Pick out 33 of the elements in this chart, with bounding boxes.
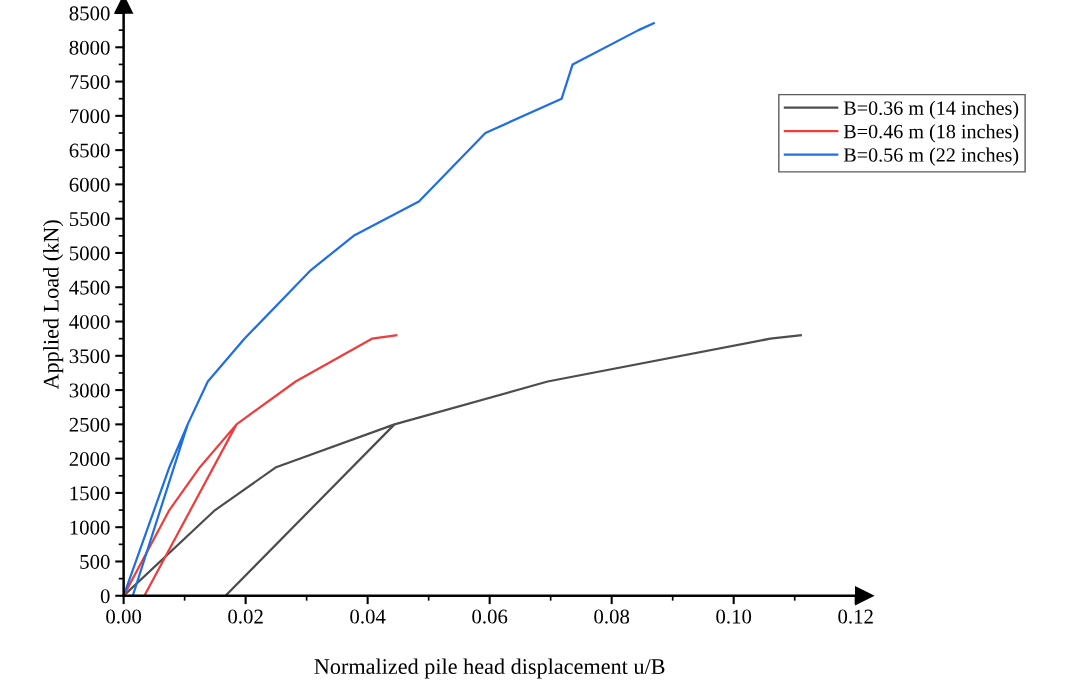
- line-series: [123, 22, 655, 596]
- x-tick-label: 0.08: [594, 609, 630, 624]
- y-tick-label: 7000: [70, 109, 110, 124]
- y-tick-label: 1500: [70, 486, 110, 501]
- y-tick-label: 8500: [69, 6, 110, 21]
- y-tick-label: 8000: [69, 40, 110, 55]
- x-tick-label: 0.00: [106, 609, 142, 624]
- y-tick-label: 2000: [69, 452, 110, 467]
- y-tick-label: 6500: [69, 143, 110, 158]
- y-tick-label: 3000: [69, 383, 110, 398]
- y-tick-label: 4000: [69, 314, 110, 329]
- x-tick-label: 0.12: [838, 609, 873, 624]
- y-tick-label: 5000: [69, 246, 110, 261]
- x-tick-label: 0.10: [716, 609, 752, 624]
- y-axis-title: Applied Load (kN): [43, 220, 64, 390]
- y-tick-label: 2500: [69, 417, 110, 432]
- y-tick-label: 7500: [70, 74, 110, 89]
- x-tick-label: 0.02: [228, 609, 263, 624]
- y-tick-label: 3500: [69, 349, 110, 364]
- y-tick-label: 500: [80, 554, 110, 569]
- legend-label: B=0.46 m (18 inches): [843, 124, 1019, 143]
- y-tick-label: 0: [100, 589, 110, 604]
- legend-label: B=0.36 m (14 inches): [843, 100, 1019, 120]
- x-axis-title: Normalized pile head displacement u/B: [314, 658, 665, 679]
- line-series: [123, 334, 802, 596]
- y-tick-label: 1000: [70, 520, 110, 535]
- line-series: [123, 334, 398, 596]
- x-tick-label: 0.06: [472, 609, 508, 624]
- y-tick-label: 4500: [69, 280, 110, 295]
- x-tick-label: 0.04: [350, 609, 386, 624]
- y-tick-label: 5500: [69, 212, 110, 227]
- y-tick-label: 6000: [69, 177, 110, 192]
- legend-label: B=0.56 m (22 inches): [843, 147, 1019, 166]
